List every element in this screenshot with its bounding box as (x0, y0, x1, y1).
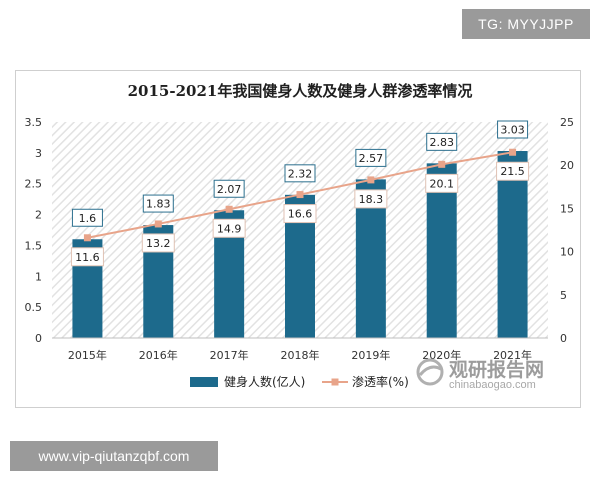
bar-value-label: 3.03 (500, 124, 525, 137)
y-right-tick-label: 10 (560, 246, 574, 259)
bar-label-box (497, 120, 529, 139)
y-left-tick-label: 2.5 (25, 178, 43, 191)
bar-value-label: 1.6 (79, 212, 97, 225)
line-point (225, 205, 233, 213)
chart-title: 2015-2021年我国健身人数及健身人群渗透率情况 (127, 82, 473, 100)
x-tick-label: 2017年 (210, 348, 249, 362)
line-value-label: 20.1 (429, 177, 454, 190)
brand-domain: chinabaogao.com (449, 379, 536, 391)
y-left-tick-label: 3.5 (25, 116, 43, 129)
line-value-label: 13.2 (146, 237, 171, 250)
line-label-box (496, 161, 530, 181)
line-label-box (141, 233, 175, 253)
y-left-tick-label: 1.5 (25, 239, 43, 252)
line-value-label: 11.6 (75, 251, 100, 264)
y-left-tick-label: 3 (35, 147, 42, 160)
bar-value-label: 2.32 (288, 167, 313, 180)
bar-label-box (213, 179, 245, 198)
line-label-box (70, 247, 104, 267)
bar-label-box (355, 148, 387, 167)
bar-label-box (142, 194, 174, 213)
x-tick-label: 2015年 (68, 348, 107, 362)
legend-swatch-bar (190, 377, 218, 387)
line-point (154, 220, 162, 228)
brand-logo-icon (416, 358, 444, 386)
line-label-box (425, 173, 459, 193)
bar-label-box (426, 132, 458, 151)
legend-swatch-marker (331, 378, 339, 386)
x-tick-label: 2018年 (281, 348, 320, 362)
bar-value-label: 1.83 (146, 198, 171, 211)
y-right-tick-label: 25 (560, 116, 574, 129)
line-label-box (283, 204, 317, 224)
bar-value-label: 2.83 (429, 136, 454, 149)
line-value-label: 18.3 (359, 193, 384, 206)
bar-value-label: 2.07 (217, 183, 242, 196)
line-label-box (354, 189, 388, 209)
watermark-top: TG: MYYJJPP (462, 9, 590, 39)
y-left-tick-label: 1 (35, 270, 42, 283)
bar-value-label: 2.57 (359, 152, 384, 165)
y-right-tick-label: 15 (560, 202, 574, 215)
line-point (438, 160, 446, 168)
brand-watermark: 观研报告网 chinabaogao.com (415, 355, 575, 395)
bar (497, 151, 528, 338)
bar-label-box (284, 164, 316, 183)
y-right-tick-label: 20 (560, 159, 574, 172)
legend-label-bar: 健身人数(亿人) (224, 374, 305, 389)
x-tick-label: 2021年 (493, 348, 532, 362)
y-right-tick-label: 0 (560, 332, 567, 345)
x-tick-label: 2019年 (351, 348, 390, 362)
line-value-label: 16.6 (288, 208, 313, 221)
line-value-label: 14.9 (217, 222, 242, 235)
line-value-label: 21.5 (500, 165, 525, 178)
brand-name: 观研报告网 (449, 359, 545, 381)
line-point (509, 148, 517, 156)
bar-label-box (71, 208, 103, 227)
y-left-tick-label: 2 (35, 209, 42, 222)
line-point (296, 191, 304, 199)
y-right-tick-label: 5 (560, 289, 567, 302)
y-left-tick-label: 0.5 (25, 301, 43, 314)
line-point (83, 234, 91, 242)
x-tick-label: 2016年 (139, 348, 178, 362)
legend-label-line: 渗透率(%) (352, 374, 409, 389)
y-left-tick-label: 0 (35, 332, 42, 345)
line-label-box (212, 218, 246, 238)
watermark-bottom: www.vip-qiutanzqbf.com (10, 441, 218, 471)
line-point (367, 176, 375, 184)
x-tick-label: 2020年 (422, 348, 461, 362)
